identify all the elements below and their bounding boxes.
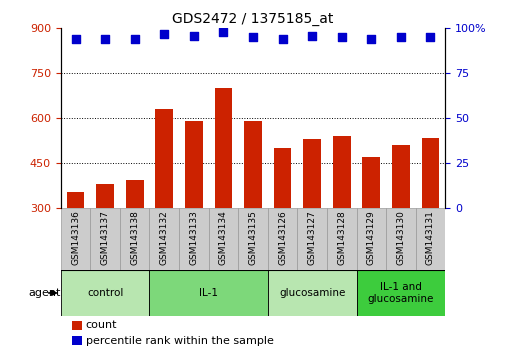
Bar xyxy=(126,180,143,208)
Text: GSM143127: GSM143127 xyxy=(307,210,316,265)
Text: count: count xyxy=(85,320,117,330)
Bar xyxy=(185,121,203,208)
Text: GSM143134: GSM143134 xyxy=(219,210,227,265)
Text: GSM143132: GSM143132 xyxy=(160,210,169,265)
Bar xyxy=(61,208,90,270)
Point xyxy=(71,36,79,42)
Bar xyxy=(67,192,84,208)
Bar xyxy=(332,136,350,208)
Point xyxy=(130,36,138,42)
Point xyxy=(278,36,286,42)
Bar xyxy=(421,138,438,208)
Text: GSM143126: GSM143126 xyxy=(278,210,286,265)
Bar xyxy=(61,270,149,316)
Text: IL-1: IL-1 xyxy=(199,288,218,298)
Bar xyxy=(267,270,356,316)
Text: GSM143131: GSM143131 xyxy=(425,210,434,265)
Title: GDS2472 / 1375185_at: GDS2472 / 1375185_at xyxy=(172,12,333,26)
Text: GSM143136: GSM143136 xyxy=(71,210,80,265)
Point xyxy=(189,33,197,38)
Text: GSM143130: GSM143130 xyxy=(395,210,405,265)
Bar xyxy=(391,145,409,208)
Point xyxy=(219,29,227,35)
Point xyxy=(160,31,168,36)
Text: GSM143137: GSM143137 xyxy=(100,210,110,265)
Bar xyxy=(96,184,114,208)
Bar xyxy=(238,208,267,270)
Text: GSM143128: GSM143128 xyxy=(336,210,345,265)
Text: GSM143135: GSM143135 xyxy=(248,210,257,265)
Bar xyxy=(243,121,262,208)
Point xyxy=(248,34,257,40)
Bar xyxy=(302,139,320,208)
Point xyxy=(396,34,404,40)
Point xyxy=(426,34,434,40)
Text: agent: agent xyxy=(28,288,61,298)
Bar xyxy=(273,148,291,208)
Bar xyxy=(90,208,120,270)
Bar xyxy=(72,321,82,330)
Bar xyxy=(208,208,238,270)
Point xyxy=(367,36,375,42)
Text: GSM143133: GSM143133 xyxy=(189,210,198,265)
Text: GSM143129: GSM143129 xyxy=(366,210,375,265)
Bar xyxy=(149,270,267,316)
Bar xyxy=(356,270,444,316)
Bar xyxy=(267,208,297,270)
Bar xyxy=(72,336,82,346)
Bar xyxy=(415,208,444,270)
Bar xyxy=(149,208,179,270)
Point xyxy=(337,34,345,40)
Point xyxy=(101,36,109,42)
Bar xyxy=(362,157,379,208)
Text: percentile rank within the sample: percentile rank within the sample xyxy=(85,336,273,346)
Bar xyxy=(214,88,232,208)
Text: control: control xyxy=(87,288,123,298)
Bar xyxy=(120,208,149,270)
Text: glucosamine: glucosamine xyxy=(278,288,345,298)
Text: GSM143138: GSM143138 xyxy=(130,210,139,265)
Bar xyxy=(356,208,385,270)
Point xyxy=(308,33,316,38)
Bar xyxy=(326,208,356,270)
Bar xyxy=(179,208,208,270)
Bar xyxy=(297,208,326,270)
Bar xyxy=(155,109,173,208)
Bar xyxy=(385,208,415,270)
Text: IL-1 and
glucosamine: IL-1 and glucosamine xyxy=(367,282,433,304)
